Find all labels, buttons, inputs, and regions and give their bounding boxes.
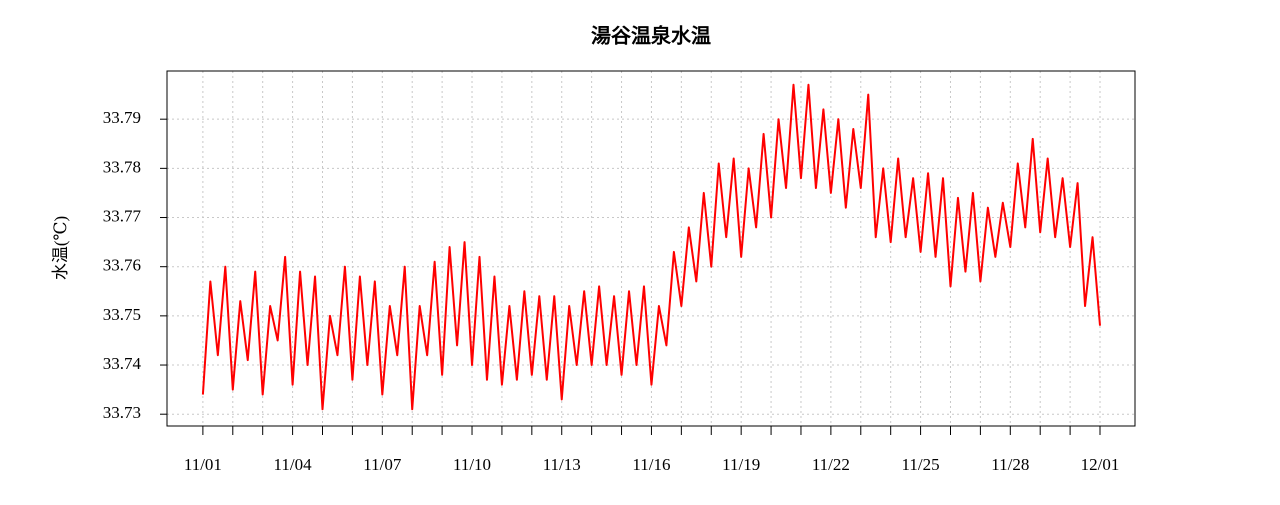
x-tick-label: 12/01 <box>1081 455 1120 474</box>
y-tick-label: 33.74 <box>103 354 142 373</box>
data-line <box>201 83 1102 411</box>
x-tick-label: 11/10 <box>453 455 491 474</box>
y-tick-label: 33.73 <box>103 403 141 422</box>
x-tick-label: 11/04 <box>274 455 313 474</box>
y-axis-label: 水温(℃) <box>51 216 70 280</box>
y-tick-label: 33.77 <box>103 206 142 225</box>
chart-title: 湯谷温泉水温 <box>591 24 711 48</box>
x-tick-label: 11/01 <box>184 455 222 474</box>
x-tick-label: 11/19 <box>722 455 760 474</box>
x-tick-label: 11/16 <box>632 455 670 474</box>
x-tick-label: 11/22 <box>812 455 850 474</box>
x-tick-label: 11/13 <box>543 455 581 474</box>
x-tick-label: 11/25 <box>902 455 940 474</box>
y-tick-label: 33.75 <box>103 305 141 324</box>
x-tick-label: 11/28 <box>991 455 1029 474</box>
x-tick-label: 11/07 <box>363 455 402 474</box>
y-tick-label: 33.78 <box>103 157 141 176</box>
y-tick-label: 33.76 <box>103 256 141 275</box>
y-tick-label: 33.79 <box>103 108 141 127</box>
